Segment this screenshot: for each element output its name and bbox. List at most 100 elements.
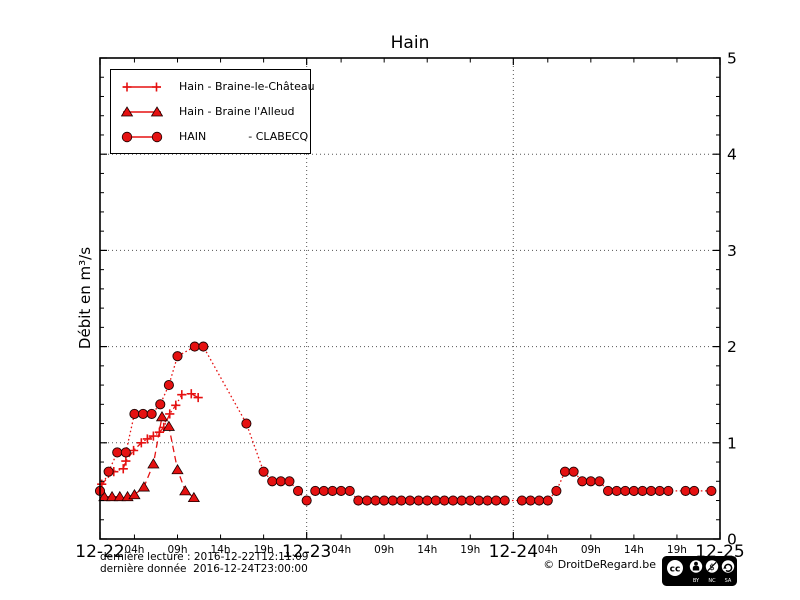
cc-by-label: BY: [693, 578, 700, 584]
data-point-circle: [430, 495, 441, 506]
triangle-marker-line-icon: [121, 105, 163, 116]
legend-item-braine-le-chateau: Hain - Braine-le-Château: [121, 76, 315, 98]
data-point-circle: [103, 466, 114, 477]
plus-marker-line-icon: [122, 82, 161, 91]
data-point-circle: [654, 485, 665, 496]
x-tick-label-hour: 14h: [211, 544, 231, 556]
data-point-triangle: [105, 490, 119, 502]
x-tick-label-day: 12-23: [282, 542, 331, 562]
data-point-circle: [163, 380, 174, 391]
data-point-circle: [594, 476, 605, 487]
data-point-triangle: [147, 458, 160, 469]
y-tick-label: 2: [727, 338, 737, 356]
x-tick-label-hour: 09h: [581, 544, 601, 556]
y-tick-label: 1: [727, 434, 737, 452]
data-point-circle: [689, 485, 700, 496]
data-point-plus: [165, 409, 175, 419]
legend-item-braine-l-alleud: Hain - Braine l'Alleud: [121, 101, 310, 123]
data-point-circle: [542, 495, 553, 506]
data-point-circle: [404, 495, 416, 506]
data-point-circle: [327, 485, 338, 496]
data-point-triangle: [113, 490, 126, 502]
last-reading-text: dernière lecture : 2016-12-22T12:11:09: [100, 551, 309, 563]
y-tick-label: 3: [727, 242, 737, 260]
data-point-triangle: [187, 491, 200, 503]
y-tick-label: 0: [727, 531, 737, 549]
data-point-triangle: [98, 490, 111, 502]
x-tick-label-hour: 04h: [331, 544, 351, 556]
data-point-circle: [637, 485, 648, 496]
data-point-circle: [129, 408, 140, 419]
cc-license-badge: cc $ BY NC SA: [662, 556, 737, 586]
data-point-circle: [387, 495, 398, 506]
data-point-triangle: [162, 420, 175, 431]
data-point-plus: [193, 392, 203, 403]
cc-nc-label: NC: [708, 578, 716, 584]
series-line-2: [99, 345, 712, 502]
data-point-circle: [439, 495, 450, 506]
data-point-triangle: [179, 485, 192, 496]
legend-item-clabecq: HAIN - CLABECQ: [121, 126, 310, 148]
data-point-circle: [344, 485, 355, 496]
x-tick-label-hour: 14h: [624, 544, 644, 556]
data-point-triangle: [128, 488, 141, 500]
cc-nc-icon: $: [705, 560, 719, 573]
cc-icon: [667, 560, 683, 576]
chart-title: Hain: [390, 33, 430, 53]
data-point-circle: [568, 466, 579, 477]
data-point-circle: [318, 485, 329, 496]
y-tick-label: 4: [727, 146, 737, 164]
data-point-circle: [516, 495, 527, 506]
data-point-triangle: [137, 481, 151, 492]
data-point-circle: [499, 495, 510, 506]
plot-border: [99, 57, 721, 540]
data-point-circle: [310, 485, 321, 496]
data-point-circle: [646, 485, 657, 496]
data-point-circle: [258, 466, 269, 477]
x-tick-label-hour: 14h: [417, 544, 437, 556]
legend-label: Hain - Braine-le-Château: [179, 80, 315, 93]
data-point-circle: [422, 495, 433, 506]
data-point-plus: [148, 431, 158, 441]
data-point-circle: [534, 495, 545, 506]
data-point-circle: [559, 466, 571, 477]
data-point-circle: [353, 495, 364, 506]
x-tick-label-hour: 09h: [374, 544, 394, 556]
data-point-plus: [136, 438, 146, 448]
footer-readings: dernière lecture : 2016-12-22T12:11:09 d…: [100, 551, 309, 575]
data-point-plus: [118, 464, 128, 474]
cc-sa-icon: [721, 560, 735, 573]
x-tick-label-hour: 09h: [167, 544, 187, 556]
data-point-circle: [680, 485, 691, 496]
data-point-circle: [172, 351, 183, 362]
x-tick-label-hour: 19h: [460, 544, 480, 556]
data-point-circle: [585, 476, 596, 487]
data-point-circle: [189, 341, 200, 352]
data-point-circle: [267, 476, 278, 487]
data-point-plus: [186, 389, 196, 399]
data-point-circle: [379, 495, 390, 506]
data-point-circle: [577, 476, 588, 487]
data-point-circle: [198, 341, 209, 352]
data-point-circle: [336, 485, 347, 496]
data-point-circle: [448, 495, 459, 506]
data-point-circle: [241, 418, 252, 429]
cc-sa-label: SA: [725, 578, 732, 584]
data-point-circle: [611, 485, 622, 496]
data-point-circle: [138, 408, 149, 419]
cc-logo-text: cc: [670, 565, 681, 575]
data-point-circle: [275, 476, 286, 487]
y-tick-label: 5: [727, 50, 737, 68]
copyright-text: © DroitDeRegard.be: [543, 558, 656, 571]
data-point-circle: [620, 485, 631, 496]
data-point-circle: [155, 399, 166, 410]
data-point-circle: [361, 495, 372, 506]
data-point-circle: [120, 447, 131, 458]
data-point-circle: [663, 485, 674, 496]
data-point-circle: [551, 485, 562, 496]
data-point-plus: [177, 390, 187, 400]
x-tick-label-hour: 04h: [124, 544, 144, 556]
data-point-circle: [284, 476, 295, 487]
